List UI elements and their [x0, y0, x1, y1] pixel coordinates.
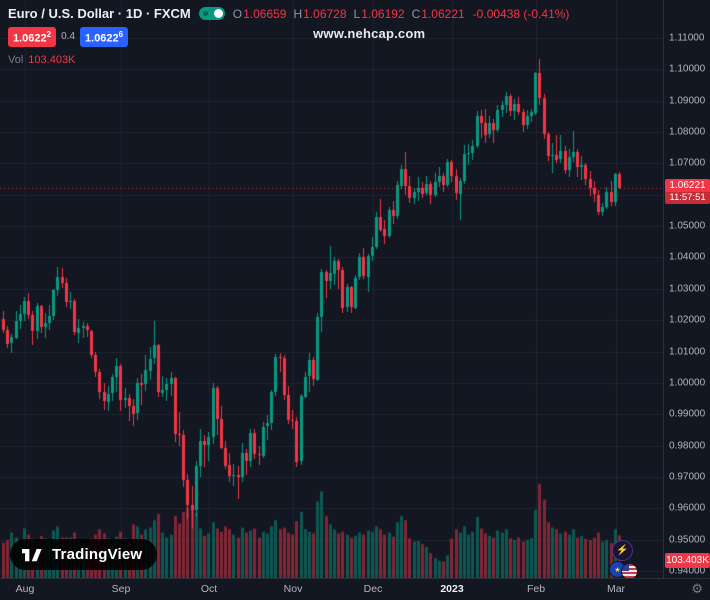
spread-value: 0.4 [61, 31, 76, 43]
symbol-title[interactable]: Euro / U.S. Dollar · 1D · FXCM [8, 6, 191, 21]
open-value: 1.06659 [243, 6, 287, 21]
price-tick-label: 1.03000 [669, 283, 706, 295]
last-price-badge: 1.06221 11:57:51 [665, 179, 710, 204]
price-tick-label: 1.09000 [669, 95, 706, 107]
price-tick-label: 1.02000 [669, 314, 706, 326]
watermark-text: www.nehcap.com [313, 26, 426, 41]
time-tick-label: Feb [526, 583, 546, 595]
price-change: -0.00438 (-0.41%) [472, 6, 570, 21]
price-tick-label: 0.96000 [669, 502, 706, 514]
price-tick-label: 1.10000 [669, 63, 706, 75]
high-label: H [293, 6, 303, 21]
price-tick-label: 1.11000 [669, 32, 705, 44]
time-axis[interactable]: Aug Sep Oct Nov Dec 2023 Feb Mar ⚙ [0, 578, 710, 600]
open-label: O [232, 6, 243, 21]
price-tick-label: 0.98000 [669, 440, 706, 452]
price-tick-label: 1.00000 [669, 377, 706, 389]
chart-legend: Euro / U.S. Dollar · 1D · FXCM O1.06659 … [8, 6, 569, 66]
time-tick-label: Nov [283, 583, 303, 595]
price-tick-label: 1.01000 [669, 346, 706, 358]
volume-indicator-label[interactable]: Vol [8, 53, 24, 66]
time-tick-label: Oct [200, 583, 218, 595]
tradingview-logo[interactable]: TradingView [10, 539, 158, 570]
settings-gear-icon[interactable]: ⚙ [691, 581, 703, 596]
last-price-value: 1.06221 [669, 180, 706, 191]
price-tick-label: 1.08000 [669, 126, 706, 138]
high-value: 1.06728 [303, 6, 347, 21]
sell-price-button[interactable]: 1.06222 [8, 27, 57, 47]
price-tick-label: 0.99000 [669, 408, 706, 420]
volume-indicator-value: 103.403K [28, 53, 76, 66]
visibility-toggle[interactable] [198, 7, 225, 20]
close-label: C [411, 6, 421, 21]
candlestick-chart-canvas[interactable] [0, 0, 664, 578]
close-value: 1.06221 [421, 6, 465, 21]
bar-countdown: 11:57:51 [665, 192, 710, 204]
time-tick-label: Dec [363, 583, 383, 595]
lightning-icon[interactable]: ⚡ [612, 540, 633, 561]
low-value: 1.06192 [361, 6, 405, 21]
price-tick-label: 1.04000 [669, 251, 706, 263]
price-tick-label: 0.94000 [669, 565, 706, 577]
time-tick-label: Aug [15, 583, 35, 595]
low-label: L [353, 6, 361, 21]
time-tick-label: Sep [111, 583, 131, 595]
buy-price-button[interactable]: 1.06226 [80, 27, 129, 47]
price-tick-label: 0.97000 [669, 471, 706, 483]
tradingview-logo-text: TradingView [52, 546, 143, 563]
price-axis[interactable]: 1.110001.100001.090001.080001.070001.060… [663, 0, 710, 578]
price-tick-label: 1.05000 [669, 220, 706, 232]
price-tick-label: 0.95000 [669, 534, 706, 546]
time-tick-label: Mar [606, 583, 626, 595]
volume-axis-badge: 103.403K [665, 553, 710, 568]
time-tick-label: 2023 [440, 583, 464, 595]
tradingview-logo-icon [22, 547, 44, 562]
price-tick-label: 1.07000 [669, 157, 706, 169]
ohlc-readout: O1.06659 H1.06728 L1.06192 C1.06221 [233, 7, 465, 21]
